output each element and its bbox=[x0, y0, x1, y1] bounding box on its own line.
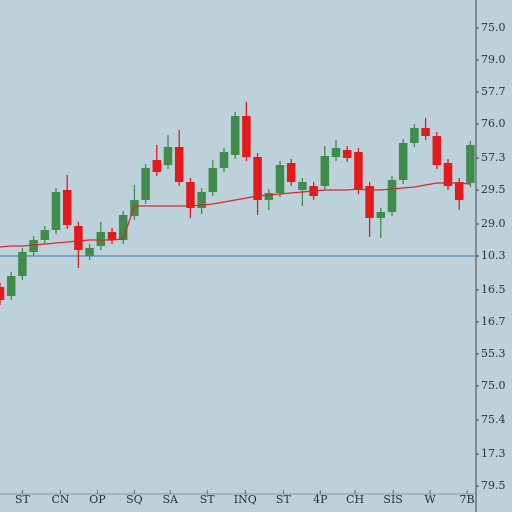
candle-body bbox=[410, 128, 419, 143]
candle-body bbox=[432, 136, 442, 165]
candle-body bbox=[141, 168, 150, 200]
candle-body bbox=[85, 248, 94, 256]
y-tick-label: 17.3 bbox=[481, 447, 506, 460]
candle-body bbox=[51, 192, 61, 230]
candle-body bbox=[421, 128, 430, 136]
candle-body bbox=[29, 240, 38, 252]
candle-body bbox=[376, 212, 386, 218]
candle-body bbox=[208, 168, 218, 192]
candle-body bbox=[40, 230, 50, 240]
y-tick-label: 76.0 bbox=[481, 117, 506, 130]
y-tick-label: 57.3 bbox=[481, 151, 506, 164]
candle-body bbox=[230, 116, 240, 155]
candle-body bbox=[331, 148, 341, 157]
candle-body bbox=[118, 215, 128, 240]
candle-body bbox=[219, 152, 229, 168]
y-tick-label: 29.5 bbox=[481, 183, 506, 196]
candle-body bbox=[174, 147, 184, 182]
candle-body bbox=[62, 190, 72, 225]
candle-body bbox=[387, 180, 397, 212]
x-tick-label: ST bbox=[200, 493, 216, 506]
candle-body bbox=[443, 163, 453, 186]
candle-body bbox=[18, 252, 27, 276]
y-tick-label: 75.0 bbox=[481, 21, 506, 34]
y-tick-label: 10.3 bbox=[481, 249, 506, 262]
x-tick-label: 7B bbox=[459, 493, 474, 506]
candle-body bbox=[253, 157, 262, 200]
candle-body bbox=[186, 182, 195, 208]
x-tick-label: 4P bbox=[313, 493, 328, 506]
candle-body bbox=[163, 147, 173, 165]
y-tick-label: 79.0 bbox=[481, 53, 506, 66]
y-tick-label: 57.7 bbox=[481, 85, 506, 98]
candle-body bbox=[275, 165, 285, 193]
candle-body bbox=[197, 192, 206, 208]
candle-body bbox=[242, 116, 251, 157]
x-tick-label: CN bbox=[51, 493, 69, 506]
y-tick-label: 29.0 bbox=[481, 217, 506, 230]
candle-body bbox=[298, 182, 307, 190]
candle-body bbox=[342, 150, 352, 158]
x-tick-label: INQ bbox=[234, 493, 257, 506]
candle-body bbox=[264, 193, 274, 200]
candle-body bbox=[0, 287, 5, 300]
x-tick-label: SQ bbox=[126, 493, 143, 506]
candle-body bbox=[96, 232, 106, 246]
x-tick-label: W bbox=[424, 493, 436, 506]
candle-body bbox=[398, 143, 408, 180]
y-tick-label: 79.5 bbox=[481, 479, 506, 492]
x-tick-label: SA bbox=[162, 493, 179, 506]
x-tick-label: SIS bbox=[383, 493, 402, 506]
y-tick-label: 16.7 bbox=[481, 315, 506, 328]
y-tick-label: 55.3 bbox=[481, 347, 506, 360]
x-tick-label: OP bbox=[89, 493, 106, 506]
candle-body bbox=[152, 160, 162, 172]
candle-body bbox=[466, 145, 475, 183]
candle-body bbox=[6, 276, 16, 296]
candle-body bbox=[107, 232, 117, 240]
candle-body bbox=[454, 182, 464, 200]
candle-body bbox=[354, 152, 363, 190]
x-tick-label: ST bbox=[276, 493, 292, 506]
moving-average-line bbox=[0, 182, 471, 248]
candle-body bbox=[320, 156, 330, 186]
y-tick-label: 75.4 bbox=[481, 413, 506, 426]
candle-body bbox=[286, 163, 296, 182]
candle-body bbox=[74, 226, 83, 250]
candle-body bbox=[365, 186, 374, 218]
y-tick-label: 16.5 bbox=[481, 283, 506, 296]
x-tick-label: CH bbox=[346, 493, 364, 506]
y-tick-label: 75.0 bbox=[481, 379, 506, 392]
x-tick-label: ST bbox=[15, 493, 31, 506]
